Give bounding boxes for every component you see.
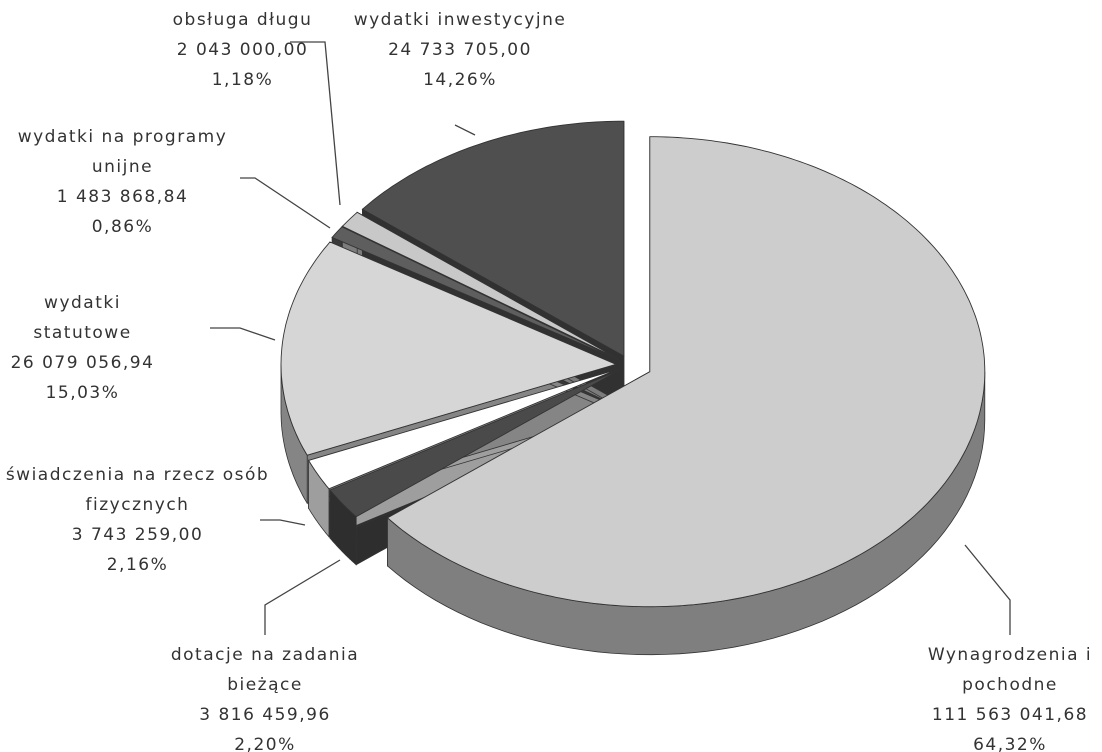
category-name: wydatki statutowe	[33, 293, 132, 343]
slice	[386, 136, 986, 608]
value-label: 1 483 868,84	[56, 187, 189, 207]
slice-label: dotacje na zadania bieżące 3 816 459,96 2,…	[150, 640, 380, 752]
value-label: 3 743 259,00	[71, 525, 204, 545]
slice	[307, 368, 618, 490]
slice-label: świadczenia na rzecz osób fizycznych 3 74…	[5, 460, 270, 580]
category-name: wydatki na programy unijne	[17, 127, 228, 177]
slice	[329, 370, 619, 518]
value-label: 26 079 056,94	[10, 353, 155, 373]
value-label: 2 043 000,00	[176, 40, 309, 60]
category-name: Wynagrodzenia i pochodne	[927, 645, 1093, 695]
percent-label: 2,20%	[234, 735, 296, 752]
percent-label: 14,26%	[423, 70, 497, 90]
leader-line	[964, 544, 1011, 635]
slice-label: Wynagrodzenia i pochodne 111 563 041,68 64…	[915, 640, 1102, 752]
leader-line	[210, 327, 276, 341]
value-label: 24 733 705,00	[388, 40, 532, 60]
percent-label: 2,16%	[106, 555, 169, 575]
category-name: obsługa długu	[172, 10, 313, 30]
leader-line	[240, 177, 331, 229]
category-name: wydatki inwestycyjne	[353, 10, 567, 30]
slices	[280, 120, 986, 656]
leader-line	[290, 41, 341, 206]
leader-line	[264, 559, 341, 635]
value-label: 3 816 459,96	[199, 705, 331, 725]
category-name: świadczenia na rzecz osób fizycznych	[5, 465, 270, 515]
percent-label: 15,03%	[45, 383, 120, 403]
slice	[361, 120, 625, 357]
percent-label: 0,86%	[91, 217, 154, 237]
category-name: dotacje na zadania bieżące	[170, 645, 360, 695]
slice	[280, 241, 618, 456]
slice	[331, 226, 619, 361]
slice	[341, 211, 620, 360]
slice-label: wydatki statutowe 26 079 056,94 15,03%	[0, 288, 165, 408]
percent-label: 1,18%	[211, 70, 274, 90]
value-label: 111 563 041,68	[931, 705, 1089, 725]
percent-label: 64,32%	[973, 735, 1047, 752]
slice-label: obsługa długu 2 043 000,00 1,18%	[150, 5, 335, 95]
slice-label: wydatki na programy unijne 1 483 868,84 0,…	[0, 122, 245, 242]
slice-label: wydatki inwestycyjne 24 733 705,00 14,26%	[335, 5, 585, 95]
leader-line	[260, 519, 306, 526]
leader-line	[454, 124, 476, 136]
